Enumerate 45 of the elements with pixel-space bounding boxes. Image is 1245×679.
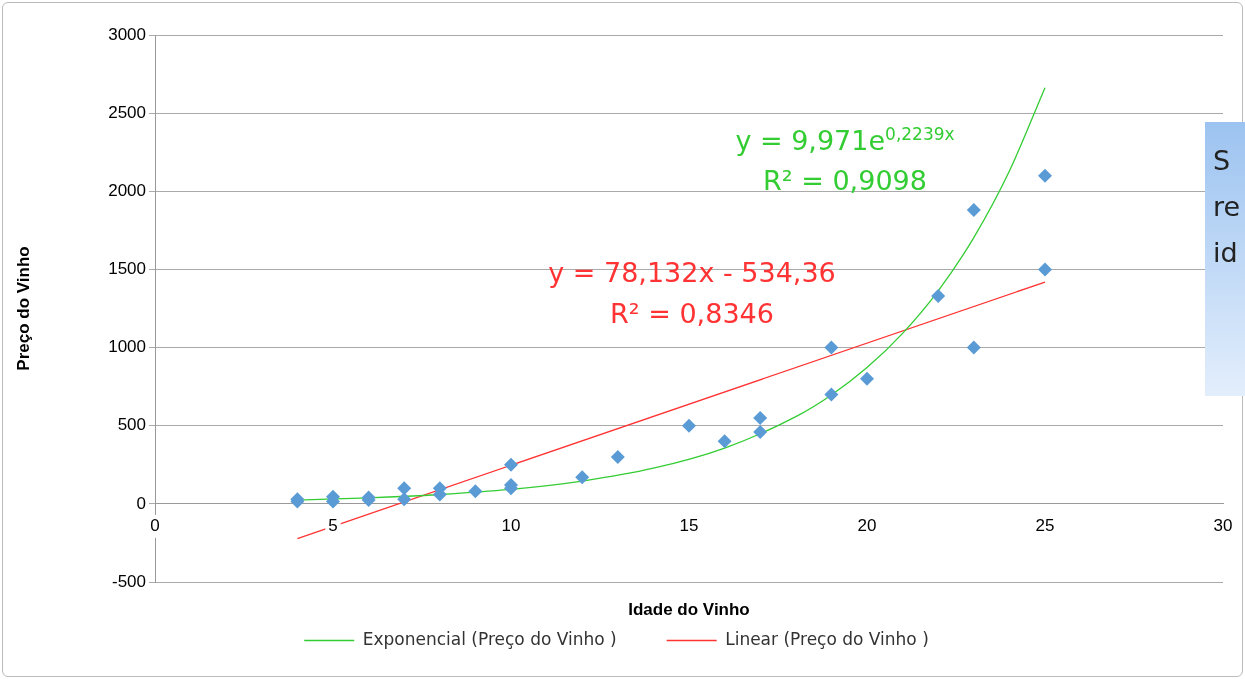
y-tick-label: -500 xyxy=(111,571,146,591)
point xyxy=(468,484,483,499)
x-tick-label: 15 xyxy=(679,516,699,536)
x-axis-title: Idade do Vinho xyxy=(628,599,750,619)
point xyxy=(1038,168,1052,183)
point xyxy=(717,434,732,449)
x-tick-label: 5 xyxy=(328,516,338,536)
point xyxy=(824,340,839,355)
point xyxy=(860,371,874,386)
x-tick-label: 0 xyxy=(150,516,160,536)
annotation: y = 9,971e$^{0,2239x}$ xyxy=(735,124,955,156)
annotation: re xyxy=(1213,190,1242,224)
point xyxy=(575,470,590,485)
point xyxy=(682,418,696,433)
y-tick-label: 2000 xyxy=(108,180,146,200)
y-tick-label: 1000 xyxy=(108,337,146,357)
y-tick-label: 500 xyxy=(117,415,146,435)
point xyxy=(397,492,412,507)
y-axis-title: Preço do Vinho xyxy=(13,246,33,371)
x-tick-label: 25 xyxy=(1035,516,1055,536)
point xyxy=(504,457,518,472)
x-tick-label: 10 xyxy=(501,516,521,536)
point xyxy=(966,203,981,218)
point xyxy=(753,410,768,425)
annotation: R² = 0,8346 xyxy=(610,297,774,329)
x-tick-label: 30 xyxy=(1213,516,1233,536)
point xyxy=(1038,262,1052,277)
annotation: R² = 0,9098 xyxy=(763,164,927,196)
y-tick-label: 3000 xyxy=(108,24,146,44)
point xyxy=(397,481,412,496)
point xyxy=(753,424,768,439)
y-tick-label: 1500 xyxy=(108,259,146,279)
annotation: S xyxy=(1213,144,1232,178)
point xyxy=(931,289,946,303)
y-tick-label: 0 xyxy=(136,493,146,513)
legend-label: Linear (Preço do Vinho ) xyxy=(725,628,929,649)
text-box: S re id xyxy=(1205,122,1245,396)
point xyxy=(610,449,625,464)
legend-label: Exponencial (Preço do Vinho ) xyxy=(362,628,617,649)
annotation: id xyxy=(1213,236,1239,270)
x-tick-label: 20 xyxy=(857,516,877,536)
point xyxy=(824,387,839,402)
y-tick-label: 2500 xyxy=(108,102,146,122)
point xyxy=(966,340,981,355)
annotation: y = 78,132x - 534,36 xyxy=(548,256,836,288)
